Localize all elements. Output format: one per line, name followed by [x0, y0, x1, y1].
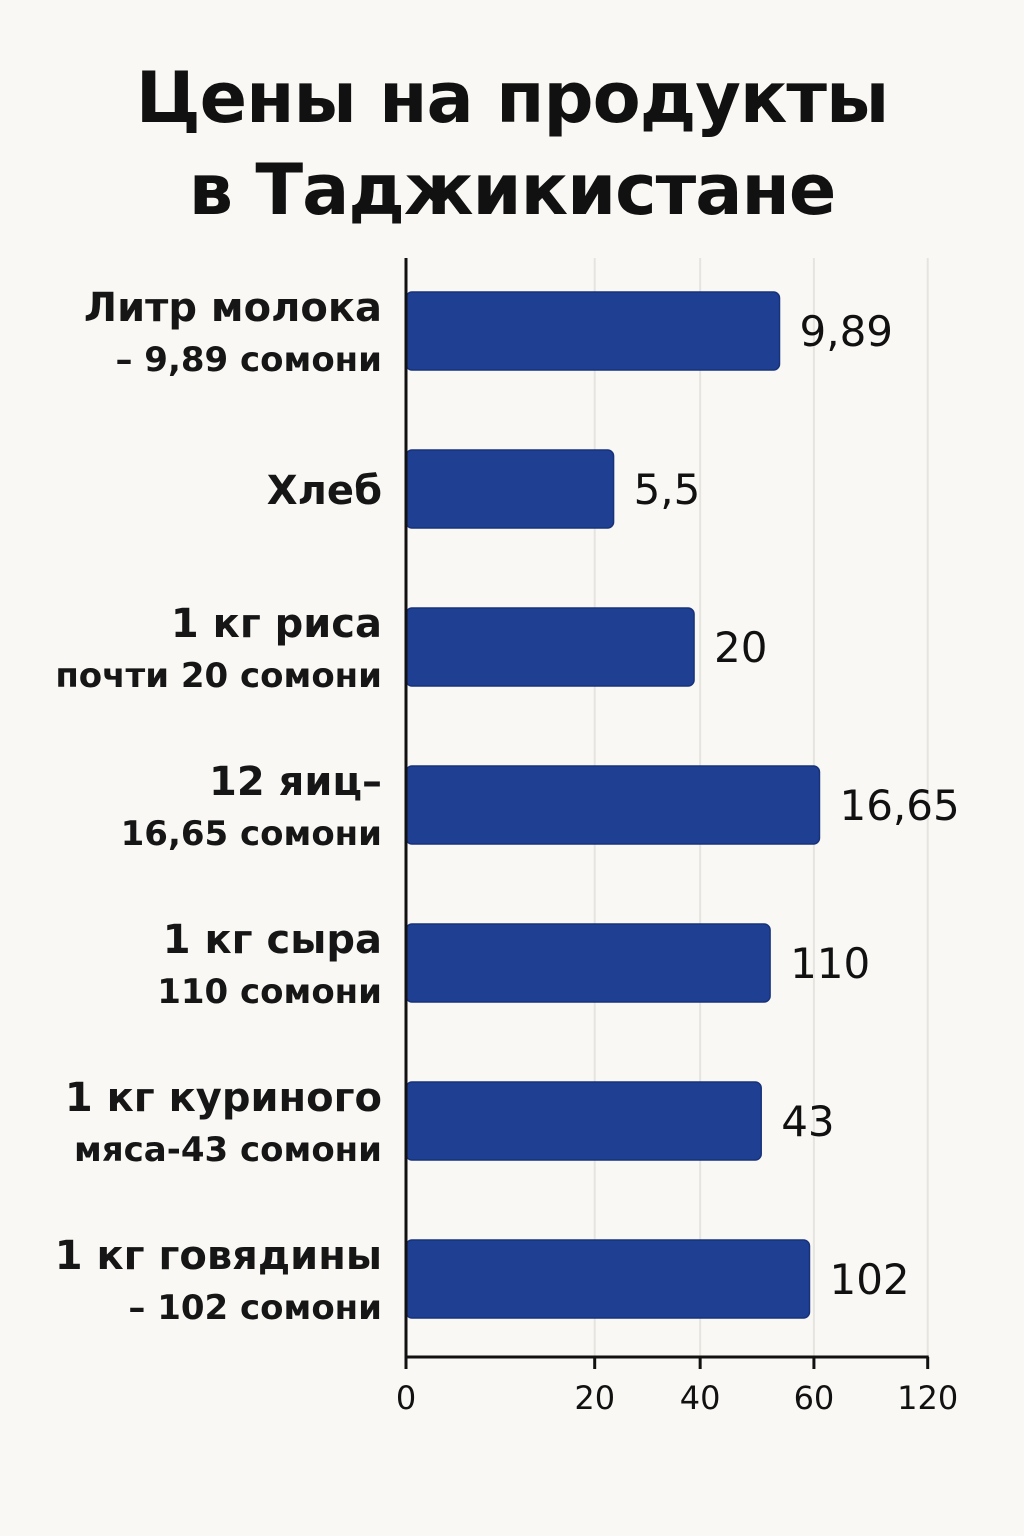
x-tick-label: 120 — [897, 1379, 958, 1417]
category-label-line-1: Литр молока — [83, 285, 382, 331]
category-label-line-1: 1 кг куриного — [64, 1075, 382, 1121]
bar-value-label: 20 — [714, 623, 767, 672]
x-tick-label: 60 — [794, 1379, 835, 1417]
category-label-line-1: 1 кг говядины — [54, 1233, 382, 1279]
category-label-line-1: 12 яиц– — [209, 759, 382, 805]
bar — [405, 923, 771, 1003]
bar — [405, 291, 781, 371]
category-label: 1 кг куриного мяса-43 сомони — [2, 1071, 382, 1175]
bar — [405, 449, 615, 529]
x-tick-label: 40 — [680, 1379, 721, 1417]
category-label-line-2: мяса-43 сомони — [74, 1130, 382, 1170]
category-label: 1 кг риса почти 20 сомони — [2, 597, 382, 701]
bar-value-label: 9,89 — [800, 307, 894, 356]
bar-value-label: 102 — [829, 1255, 909, 1304]
category-label: Хлеб — [2, 464, 382, 518]
category-label-line-2: – 9,89 сомони — [115, 340, 382, 380]
x-tick-label: 0 — [396, 1379, 416, 1417]
bar-value-label: 43 — [781, 1097, 834, 1146]
bar-value-label: 110 — [790, 939, 870, 988]
category-label: Литр молока – 9,89 сомони — [2, 281, 382, 385]
category-label-line-2: почти 20 сомони — [55, 656, 382, 696]
category-label-line-1: Хлеб — [266, 468, 382, 514]
category-label-line-1: 1 кг сыра — [162, 917, 382, 963]
bar-value-label: 5,5 — [634, 465, 701, 514]
bar — [405, 607, 695, 687]
bar — [405, 1239, 811, 1319]
category-label: 1 кг сыра 110 сомони — [2, 913, 382, 1017]
chart-title-line-1: Цены на продукты — [135, 57, 890, 139]
category-label-line-2: – 102 сомони — [128, 1288, 382, 1328]
category-label-line-1: 1 кг риса — [170, 601, 382, 647]
category-label-line-2: 110 сомони — [157, 972, 382, 1012]
category-label: 1 кг говядины – 102 сомони — [2, 1229, 382, 1333]
chart-title: Цены на продукты в Таджикистане — [0, 52, 1024, 236]
category-label-line-2: 16,65 сомони — [120, 814, 382, 854]
chart-title-line-2: в Таджикистане — [188, 149, 837, 231]
bar — [405, 765, 821, 845]
bar — [405, 1081, 762, 1161]
category-label: 12 яиц– 16,65 сомони — [2, 755, 382, 859]
bar-value-label: 16,65 — [839, 781, 959, 830]
x-tick-label: 20 — [574, 1379, 615, 1417]
